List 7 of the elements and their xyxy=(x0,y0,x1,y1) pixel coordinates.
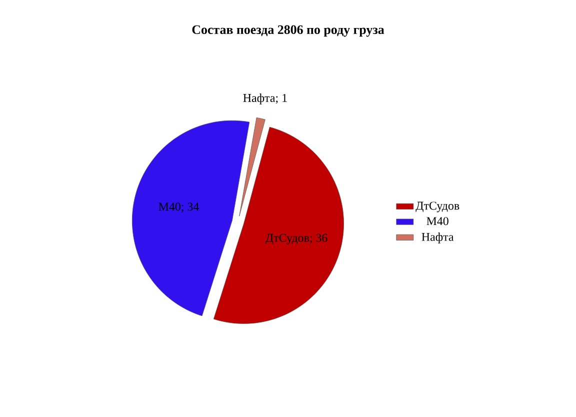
legend-label: ДтСудов xyxy=(416,202,460,212)
legend-label: Нафта xyxy=(422,232,454,244)
data-label: Нафта; 1 xyxy=(243,94,287,104)
data-label: ДтСудов; 36 xyxy=(266,234,328,244)
legend-label: М40 xyxy=(426,217,448,226)
chart-title: Состав поезда 2806 по роду груза xyxy=(192,25,384,37)
data-label: М40; 34 xyxy=(158,202,199,212)
